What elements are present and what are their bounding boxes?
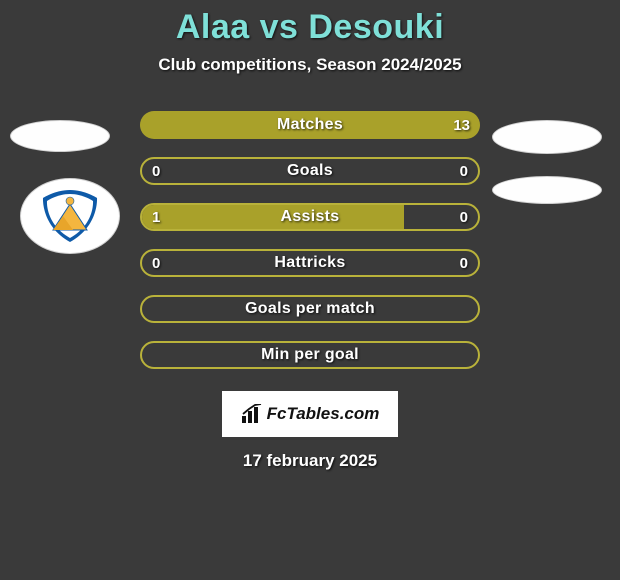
bar-value-left: 1 [142,205,170,229]
bar-value-left: 0 [142,251,170,275]
stat-bars: Matches13Goals00Assists10Hattricks00Goal… [140,111,480,369]
pyramids-badge-icon [35,186,105,246]
bar-value-right: 0 [450,251,478,275]
stat-bar-assists: Assists1 0 [140,203,480,231]
page-title: Alaa vs Desouki [0,8,620,47]
bar-label: Goals per match [142,297,478,321]
bar-value-right: 0 [450,205,478,229]
bar-value-right: 0 [450,159,478,183]
player-right-avatar-placeholder [492,120,602,154]
bar-label: Matches [140,111,480,139]
bar-value-left: 0 [142,159,170,183]
stat-bar-matches: Matches13 [140,111,480,139]
bar-value-right: 13 [443,111,480,139]
brand-pill[interactable]: FcTables.com [222,391,398,437]
team-right-badge-placeholder [492,176,602,204]
stat-bar-gpm: Goals per match [140,295,480,323]
team-left-badge [20,178,120,254]
stat-bar-goals: Goals0 0 [140,157,480,185]
player-left-avatar-placeholder [10,120,110,152]
brand-text: FcTables.com [267,404,380,424]
comparison-card: Alaa vs Desouki Club competitions, Seaso… [0,0,620,580]
stat-bar-hattricks: Hattricks0 0 [140,249,480,277]
bar-label: Goals [142,159,478,183]
subtitle: Club competitions, Season 2024/2025 [0,55,620,75]
date-text: 17 february 2025 [0,451,620,471]
brand-chart-icon [241,404,263,424]
bar-label: Min per goal [142,343,478,367]
bar-label: Assists [142,205,478,229]
bar-label: Hattricks [142,251,478,275]
stat-bar-mpg: Min per goal [140,341,480,369]
